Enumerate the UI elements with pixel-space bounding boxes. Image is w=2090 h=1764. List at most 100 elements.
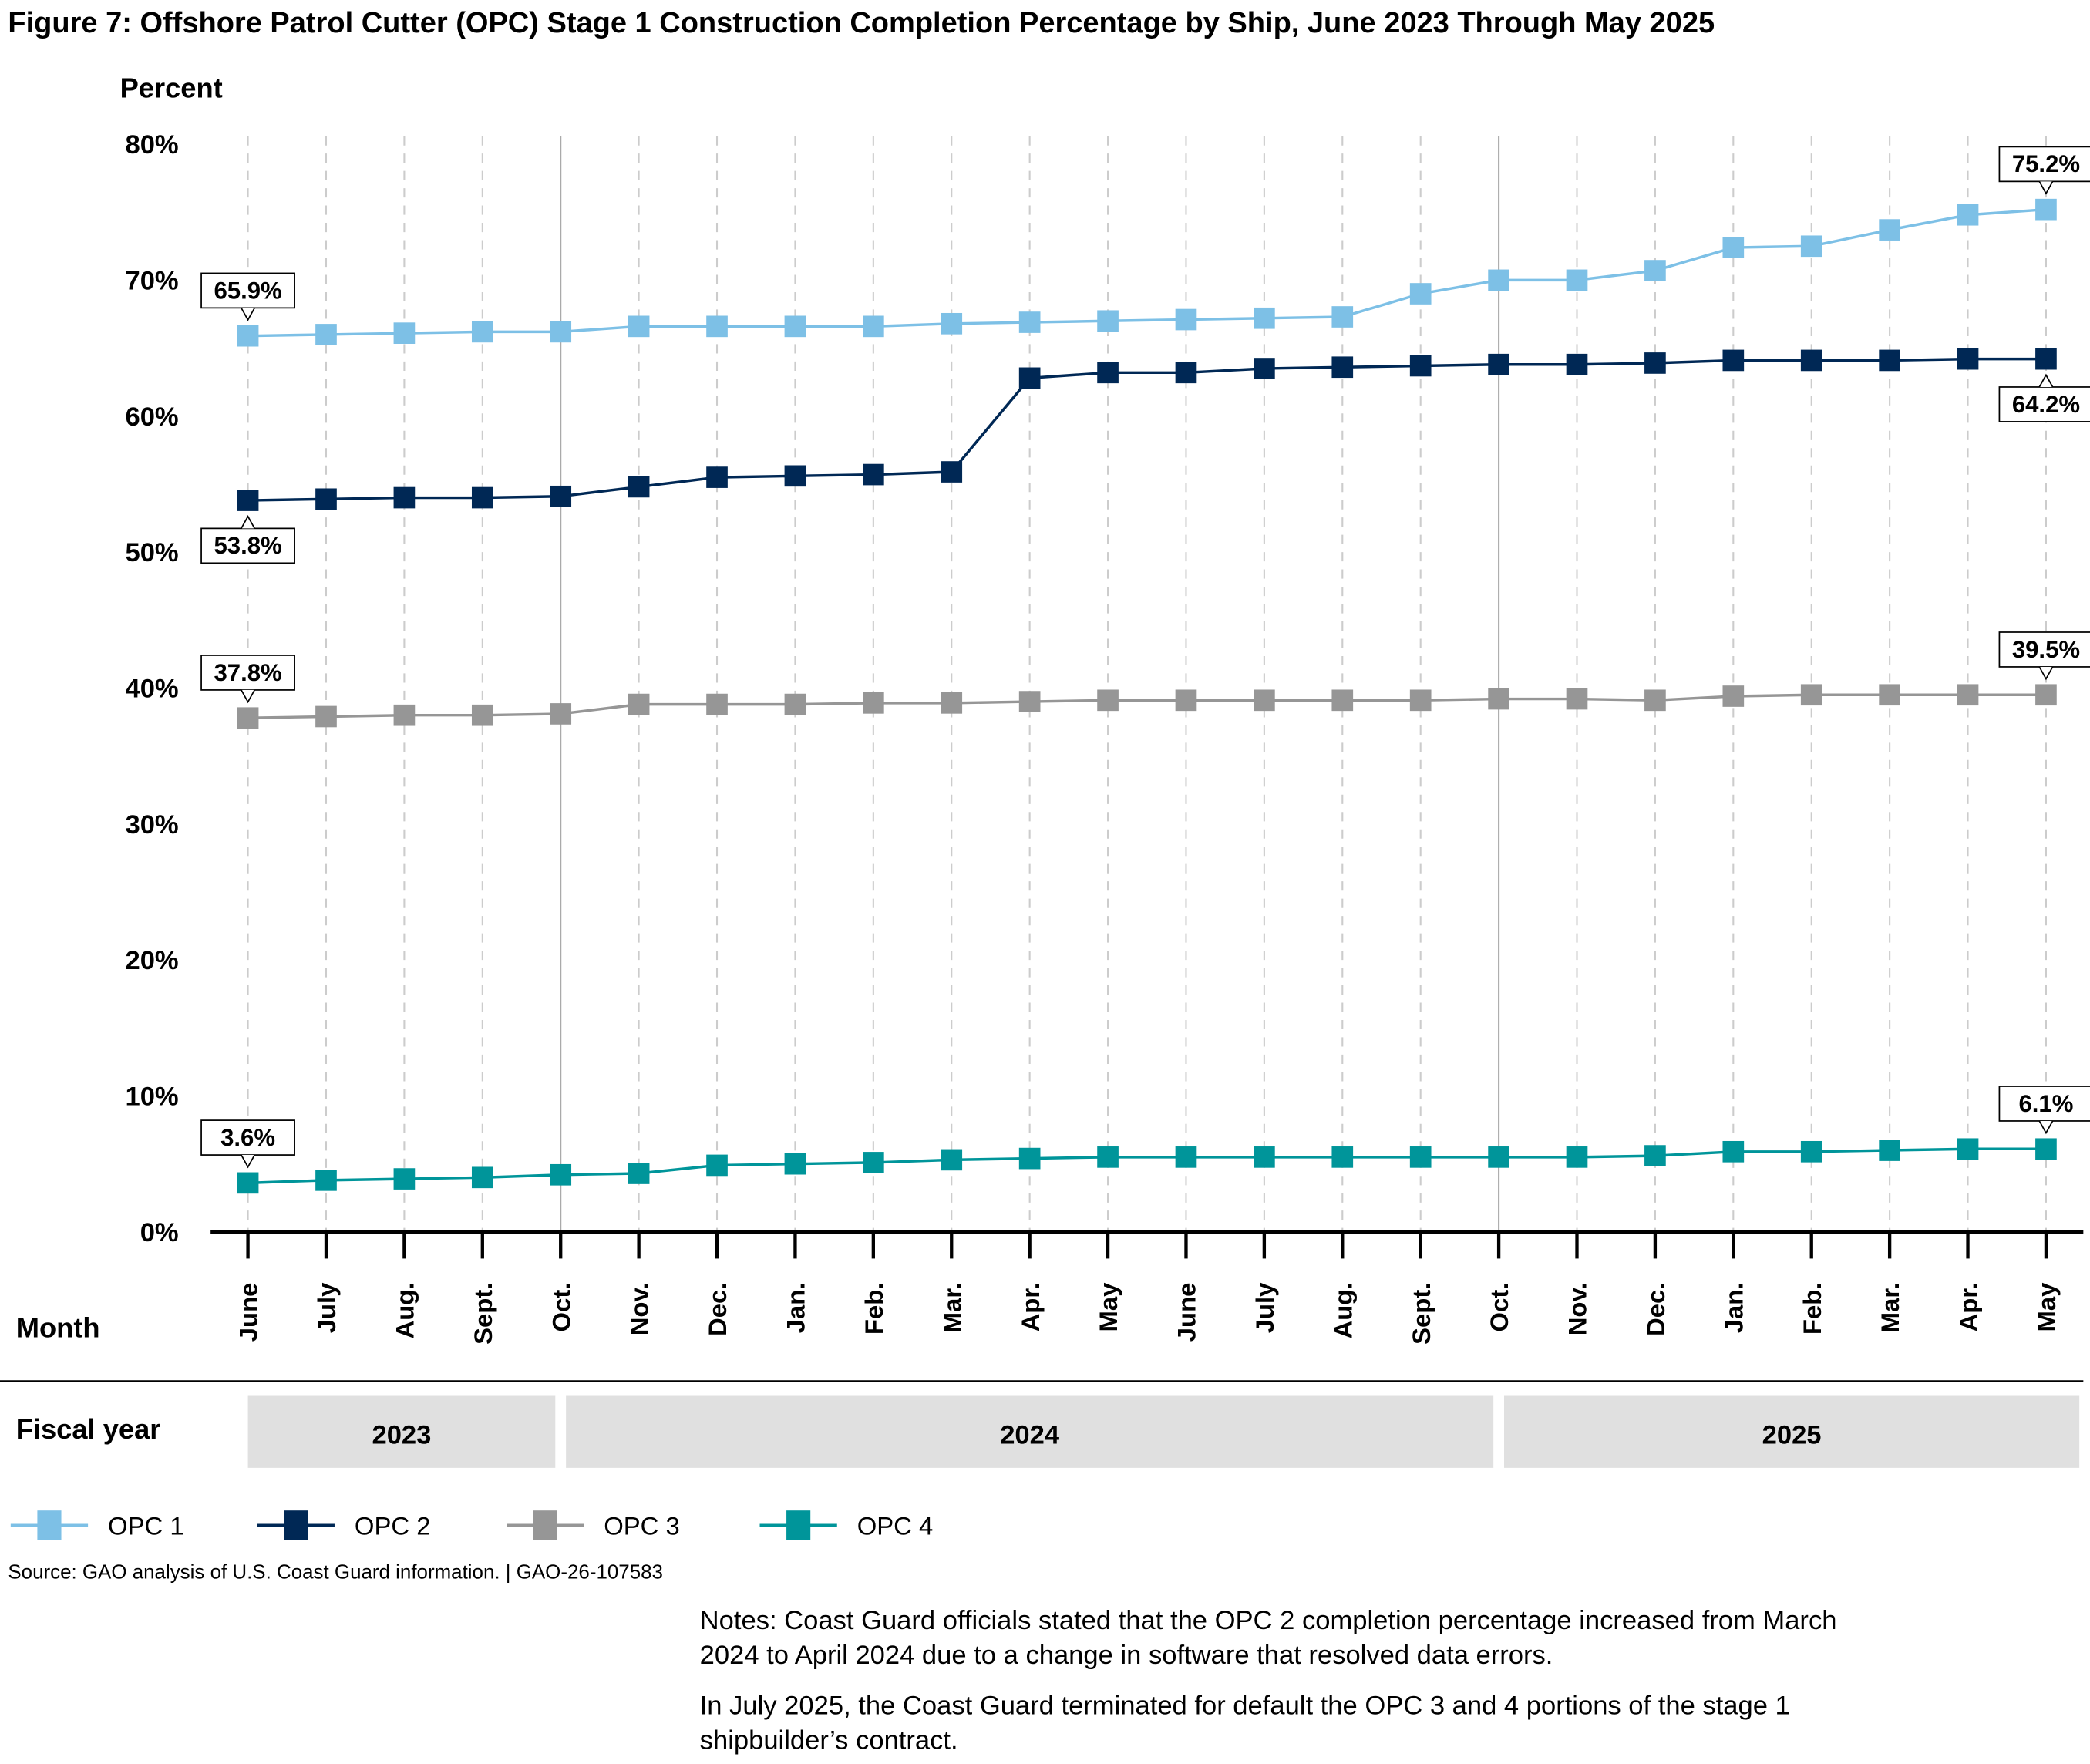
data-point [2035, 1138, 2057, 1160]
data-point [941, 692, 963, 714]
data-point [941, 312, 963, 335]
fiscal-year-label: Fiscal year [16, 1413, 161, 1445]
data-point [863, 463, 884, 486]
data-point [1254, 689, 1275, 712]
fiscal-year-band [1504, 1395, 2080, 1468]
callout-box [200, 527, 295, 564]
data-point [706, 315, 728, 338]
source-text: Source: GAO analysis of U.S. Coast Guard… [8, 1561, 663, 1583]
data-point [1331, 1146, 1354, 1168]
data-point [1566, 353, 1588, 375]
x-tick-label: July [1250, 1282, 1279, 1333]
data-label-callout: 75.2% [1998, 146, 2090, 195]
data-point [237, 325, 259, 347]
data-point [315, 488, 337, 510]
data-point [471, 704, 493, 726]
series-line [247, 693, 2046, 719]
data-point [1722, 685, 1745, 707]
data-point [550, 1163, 572, 1186]
legend-label: OPC 1 [108, 1511, 184, 1540]
fiscal-year-2024: 2024 [566, 1395, 1494, 1468]
legend-marker [37, 1510, 62, 1540]
data-point [628, 476, 650, 498]
data-point [784, 465, 806, 487]
data-point [1879, 684, 1900, 706]
y-axis-label: Percent [120, 72, 223, 104]
x-tick-label: Aug. [1328, 1283, 1357, 1339]
series-4 [237, 1138, 2057, 1194]
data-point [1800, 684, 1822, 706]
data-point [1566, 1146, 1588, 1168]
data-point [1409, 355, 1432, 377]
data-label-callout: 64.2% [1998, 373, 2090, 422]
data-point [1879, 219, 1900, 241]
data-point [706, 466, 728, 488]
data-point [1175, 689, 1197, 712]
data-label: 39.5% [2012, 636, 2080, 663]
data-point [941, 1149, 963, 1171]
x-tick-label: Sept. [1407, 1283, 1435, 1345]
data-point [1175, 362, 1197, 384]
data-point [2035, 348, 2057, 370]
data-point [1097, 362, 1119, 384]
callout-pointer [241, 515, 255, 529]
data-point [1254, 1146, 1275, 1168]
x-tick-label: Jan. [782, 1283, 810, 1334]
legend-marker [533, 1510, 557, 1540]
note-line-3: In July 2025, the Coast Guard terminated… [700, 1692, 1790, 1721]
legend-item-2: OPC 2 [257, 1510, 431, 1540]
y-tick-label: 60% [125, 402, 178, 432]
callout-pointer [2038, 180, 2054, 195]
callout-pointer [241, 307, 255, 321]
data-point [1018, 1147, 1041, 1170]
y-tick-label: 50% [125, 538, 178, 567]
data-point [1800, 349, 1822, 372]
callout-pointer [2038, 666, 2054, 681]
data-point [1566, 269, 1588, 291]
series-line [247, 357, 2046, 502]
data-label: 6.1% [2018, 1090, 2073, 1117]
data-label: 53.8% [214, 532, 281, 559]
data-point [2035, 684, 2057, 706]
data-point [1957, 684, 1979, 706]
data-point [1254, 358, 1275, 379]
note-line-4: shipbuilder’s contract. [700, 1726, 958, 1756]
fiscal-year-band [247, 1395, 556, 1468]
data-point [471, 321, 493, 343]
data-point [628, 315, 650, 338]
data-point [1722, 237, 1745, 258]
legend-marker [786, 1510, 811, 1540]
series-1 [237, 198, 2057, 347]
legend-label: OPC 2 [355, 1511, 431, 1540]
data-point [1488, 688, 1509, 710]
data-point [550, 703, 572, 725]
data-point [393, 1168, 416, 1190]
data-point [1018, 311, 1041, 333]
data-point [1097, 1146, 1119, 1168]
data-point [1644, 352, 1666, 374]
data-point [784, 315, 806, 338]
y-tick-label: 40% [125, 675, 178, 704]
data-point [863, 692, 884, 714]
data-point [1175, 1146, 1197, 1168]
data-point [1018, 691, 1041, 712]
data-label: 65.9% [214, 277, 281, 304]
data-point [550, 485, 572, 507]
fiscal-year-band [566, 1395, 1494, 1468]
data-point [1722, 349, 1745, 372]
x-tick-label: Oct. [547, 1283, 575, 1332]
data-point [471, 486, 493, 509]
callout-box [200, 1119, 295, 1156]
data-point [237, 707, 259, 729]
data-point [1097, 310, 1119, 332]
data-point [1800, 1140, 1822, 1163]
x-tick-label: May [2032, 1282, 2061, 1332]
y-tick-label: 10% [125, 1082, 178, 1112]
data-point [1488, 1146, 1509, 1168]
data-point [1644, 260, 1666, 281]
data-point [1018, 367, 1041, 389]
y-tick-label: 20% [125, 946, 178, 975]
data-point [1957, 204, 1979, 226]
data-point [237, 490, 259, 511]
